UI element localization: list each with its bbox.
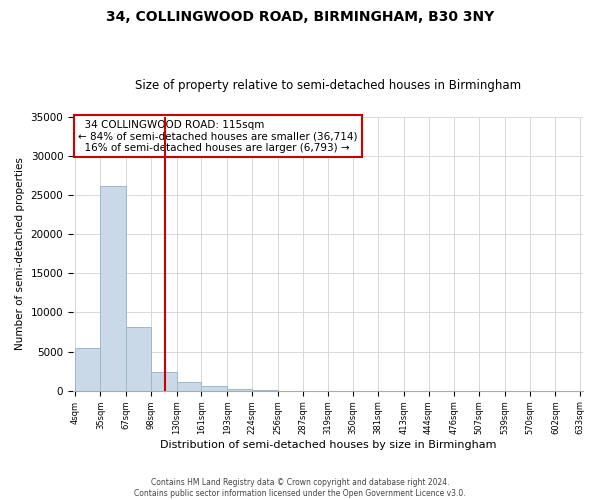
Bar: [126, 326, 151, 390]
Bar: [100, 186, 126, 390]
Title: Size of property relative to semi-detached houses in Birmingham: Size of property relative to semi-detach…: [135, 79, 521, 92]
Bar: [227, 389, 252, 390]
Bar: [76, 348, 100, 391]
Bar: [151, 372, 176, 390]
Bar: [202, 386, 227, 390]
Text: 34 COLLINGWOOD ROAD: 115sqm  
← 84% of semi-detached houses are smaller (36,714): 34 COLLINGWOOD ROAD: 115sqm ← 84% of sem…: [78, 120, 358, 152]
Y-axis label: Number of semi-detached properties: Number of semi-detached properties: [15, 158, 25, 350]
Bar: [176, 382, 202, 390]
Text: Contains HM Land Registry data © Crown copyright and database right 2024.
Contai: Contains HM Land Registry data © Crown c…: [134, 478, 466, 498]
X-axis label: Distribution of semi-detached houses by size in Birmingham: Distribution of semi-detached houses by …: [160, 440, 496, 450]
Text: 34, COLLINGWOOD ROAD, BIRMINGHAM, B30 3NY: 34, COLLINGWOOD ROAD, BIRMINGHAM, B30 3N…: [106, 10, 494, 24]
